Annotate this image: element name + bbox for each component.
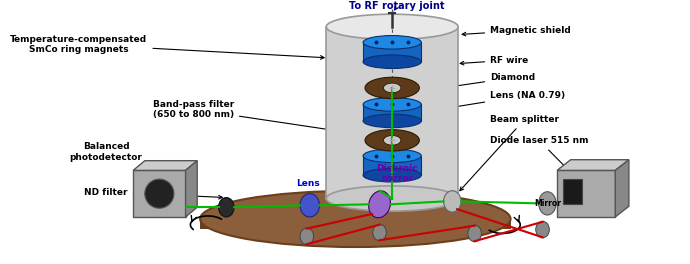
Text: Beam splitter: Beam splitter [460, 115, 559, 191]
Ellipse shape [535, 221, 549, 238]
Bar [563, 179, 582, 204]
Text: Temperature-compensated
SmCo ring magnets: Temperature-compensated SmCo ring magnet… [10, 35, 324, 59]
Ellipse shape [219, 197, 234, 217]
Ellipse shape [300, 228, 313, 244]
Ellipse shape [300, 194, 319, 217]
Polygon shape [133, 161, 197, 170]
Ellipse shape [145, 179, 174, 208]
Text: RF wire: RF wire [460, 56, 529, 65]
Ellipse shape [365, 130, 420, 151]
Text: Lens: Lens [296, 179, 319, 188]
Polygon shape [557, 160, 629, 170]
Text: Mirror: Mirror [534, 199, 561, 208]
Bar [363, 105, 422, 121]
Ellipse shape [363, 114, 422, 128]
Text: Diode laser 515 nm: Diode laser 515 nm [490, 136, 589, 173]
Polygon shape [615, 160, 629, 217]
Ellipse shape [368, 191, 391, 218]
Text: Lens (NA 0.79): Lens (NA 0.79) [402, 91, 565, 117]
Ellipse shape [363, 98, 422, 111]
Text: Magnetic shield: Magnetic shield [462, 26, 571, 36]
Ellipse shape [365, 77, 420, 98]
Text: Diamond: Diamond [400, 73, 535, 95]
Ellipse shape [363, 55, 422, 69]
Bar [363, 42, 422, 62]
Ellipse shape [200, 191, 511, 247]
Ellipse shape [326, 14, 458, 39]
Ellipse shape [326, 186, 458, 211]
Text: Band-pass filter
(650 to 800 nm): Band-pass filter (650 to 800 nm) [152, 100, 371, 137]
Text: Balanced
photodetector: Balanced photodetector [70, 142, 156, 173]
Bar [326, 27, 458, 199]
Polygon shape [186, 161, 197, 217]
Bar [133, 170, 186, 217]
Polygon shape [200, 219, 511, 229]
Ellipse shape [539, 192, 556, 215]
Text: To RF rotary joint: To RF rotary joint [349, 1, 445, 11]
Ellipse shape [363, 168, 422, 182]
Ellipse shape [363, 149, 422, 163]
Ellipse shape [468, 225, 482, 242]
Bar [557, 170, 615, 217]
Text: ND filter: ND filter [84, 188, 222, 199]
Ellipse shape [384, 83, 401, 93]
Ellipse shape [384, 135, 401, 145]
Ellipse shape [373, 224, 386, 241]
Ellipse shape [363, 36, 422, 49]
Bar [363, 156, 422, 175]
Ellipse shape [444, 191, 461, 212]
Text: Dichroic
mirror: Dichroic mirror [376, 164, 418, 183]
